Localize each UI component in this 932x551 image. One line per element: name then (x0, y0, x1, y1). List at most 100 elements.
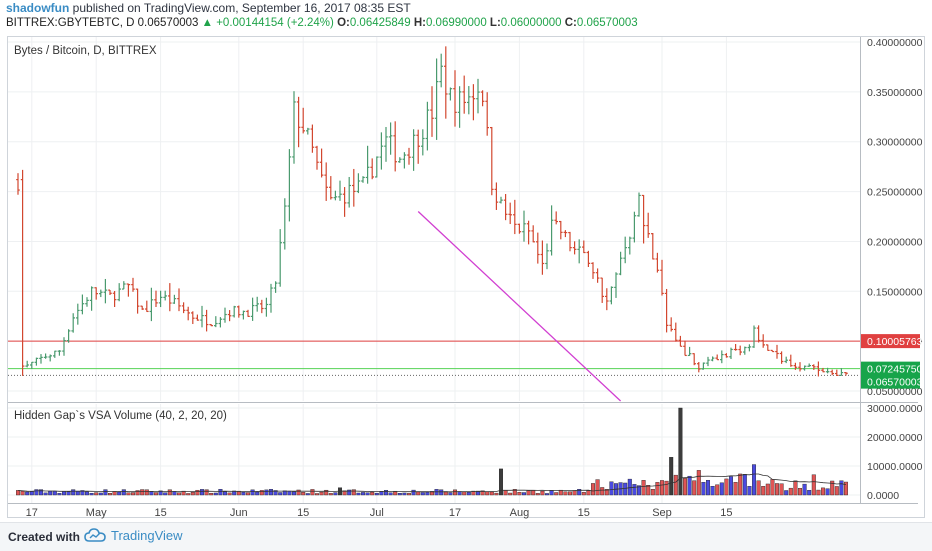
volume-bar (356, 492, 361, 496)
created-with-text: Created with (8, 530, 81, 544)
volume-bar (153, 492, 158, 496)
volume-bar (227, 492, 232, 496)
ohlc-bar (503, 194, 508, 221)
chart-frame[interactable] (7, 36, 925, 518)
price-tick-label: 0.35000000 (867, 87, 923, 99)
volume-bar (269, 489, 274, 496)
volume-bar (517, 492, 522, 496)
volume-bar (457, 491, 462, 496)
ohlc-bar (559, 220, 563, 240)
ohlc-bar (71, 313, 75, 333)
ohlc-bar (223, 307, 227, 323)
ohlc-bar (770, 349, 775, 353)
volume-bar (48, 490, 53, 496)
volume-bar (89, 493, 94, 496)
time-tick-label: 15 (720, 507, 732, 519)
ohlc-bar (715, 354, 719, 361)
tradingview-logo[interactable]: TradingView (84, 527, 183, 543)
ohlc-bar (416, 129, 420, 164)
ohlc-bar (43, 353, 48, 359)
ohlc-bar (522, 210, 526, 242)
ohlc-bar (319, 148, 324, 178)
ohlc-bar (674, 322, 678, 342)
price-axis-label: 0.07245750 (867, 364, 923, 376)
volume-bar (374, 492, 379, 496)
volume-tick-label: 20000.0000 (867, 432, 923, 444)
volume-bar (259, 490, 264, 496)
ohlc-bar (494, 182, 499, 210)
price-axis-label-bg (861, 361, 920, 376)
ohlc-bar (444, 46, 448, 119)
volume-bar (397, 493, 402, 496)
ohlc-bar (618, 251, 623, 276)
ohlc-bar (591, 262, 595, 279)
ohlc-bar (812, 364, 816, 370)
volume-bar (209, 492, 214, 496)
volume-bar (646, 485, 651, 496)
volume-bar (218, 489, 223, 496)
ohlc-bar (775, 344, 779, 359)
volume-bar (103, 489, 108, 496)
ohlc-bar (204, 309, 209, 332)
volume-bar (775, 483, 780, 496)
ohlc-bar (62, 337, 66, 356)
ohlc-bar (485, 92, 489, 136)
volume-bar (669, 457, 674, 496)
volume-bar (747, 486, 752, 496)
ohlc-bar (660, 259, 664, 296)
ohlc-bar (352, 168, 356, 207)
volume-bar (80, 490, 85, 496)
ohlc-bars (16, 46, 848, 377)
volume-tick-label: 30000.0000 (867, 403, 923, 415)
ohlc-bar (738, 345, 742, 356)
ohlc-bar (572, 241, 577, 255)
publish-info: shadowfun published on TradingView.com, … (6, 1, 411, 15)
volume-bar (43, 492, 48, 496)
up-arrow-icon: ▲ (201, 17, 213, 29)
ohlc-bar (227, 310, 232, 322)
volume-bar (324, 489, 329, 496)
volume-bar (204, 489, 209, 496)
ohlc-bar (457, 86, 462, 128)
volume-bar (287, 490, 292, 496)
ohlc-bar (554, 211, 558, 225)
author-name[interactable]: shadowfun (6, 1, 70, 15)
volume-bar (545, 493, 550, 496)
volume-bar (186, 493, 191, 496)
ohlc-bar (623, 236, 627, 264)
volume-tick-label: 0.0000 (867, 490, 899, 502)
volume-bar (144, 489, 149, 496)
volume-bar (416, 491, 421, 496)
high-label: H: (413, 17, 426, 29)
price-chart[interactable]: 0.40000000 0.35000000 0.30000000 0.25000000… (0, 0, 932, 520)
ohlc-bar (568, 231, 572, 252)
volume-bar (485, 491, 490, 496)
price-change: +0.00144154 (+2.24%) (216, 17, 334, 29)
ohlc-bar (85, 297, 89, 307)
price-tick-label: 0.15000000 (867, 286, 923, 298)
ohlc-bar (508, 202, 512, 225)
ohlc-bar (292, 91, 296, 164)
volume-bar (112, 491, 117, 496)
volume-bar (471, 490, 476, 496)
time-tick-label: Aug (510, 507, 530, 519)
volume-bar (476, 490, 481, 496)
volume-bar (365, 492, 370, 496)
ohlc-bar (186, 306, 190, 321)
time-tick-label: May (86, 507, 107, 519)
volume-bar (816, 489, 821, 496)
volume-bar (107, 493, 112, 496)
volume-bar (563, 491, 568, 496)
ohlc-bar (816, 361, 821, 377)
volume-bar (641, 480, 646, 496)
ohlc-bar (531, 225, 535, 243)
ohlc-bar (191, 311, 195, 325)
volume-bar (660, 480, 665, 496)
volume-bar (844, 481, 849, 496)
volume-bar (577, 489, 582, 496)
time-tick-label: 15 (297, 507, 309, 519)
volume-bar (710, 485, 715, 496)
volume-bar (20, 490, 25, 496)
volume-bar (673, 474, 678, 496)
volume-bar (34, 489, 39, 496)
